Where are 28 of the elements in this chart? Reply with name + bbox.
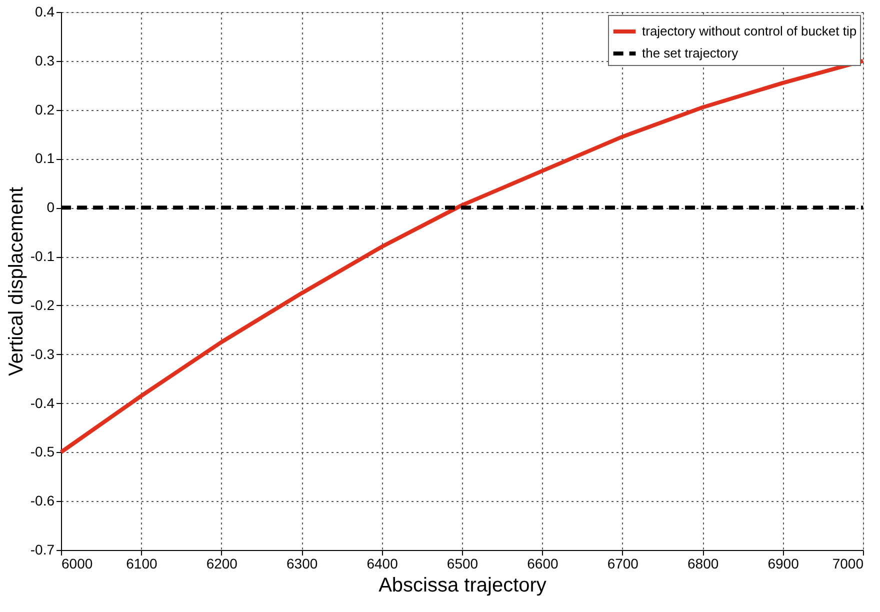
y-tick-label: -0.7 (30, 542, 55, 558)
x-tick-label: 6900 (768, 556, 800, 572)
legend-label: trajectory without control of bucket tip (642, 24, 857, 38)
x-tick-label: 6000 (62, 556, 93, 572)
x-tick-label: 6300 (286, 556, 318, 572)
legend-label: the set trajectory (642, 46, 739, 60)
x-tick-label: 6200 (206, 556, 238, 572)
y-tick-label: -0.4 (30, 394, 55, 411)
y-axis-title: Vertical displacement (5, 186, 28, 376)
x-tick-label: 6100 (126, 556, 158, 572)
x-tick-label: 7000 (832, 556, 864, 572)
y-tick-label: 0.3 (35, 52, 55, 68)
x-tick-label: 6800 (688, 556, 719, 572)
y-tick-label: 0.4 (35, 4, 55, 20)
x-tick-label: 6400 (366, 556, 398, 572)
y-tick-label: 0.2 (35, 101, 55, 118)
x-tick-label: 6500 (446, 556, 478, 572)
x-tick-label: 6700 (607, 556, 639, 572)
y-tick-label: -0.2 (30, 296, 55, 313)
x-tick-label: 6600 (527, 556, 558, 572)
y-tick-label: -0.6 (30, 492, 55, 509)
y-tick-label: 0 (46, 199, 55, 216)
x-axis-title: Abscissa trajectory (378, 574, 546, 596)
y-tick-label: -0.3 (30, 346, 55, 362)
y-tick-label: -0.1 (30, 248, 55, 264)
line-series (59, 58, 865, 454)
y-tick-label: -0.5 (30, 444, 55, 460)
y-tick-label: 0.1 (35, 150, 55, 166)
